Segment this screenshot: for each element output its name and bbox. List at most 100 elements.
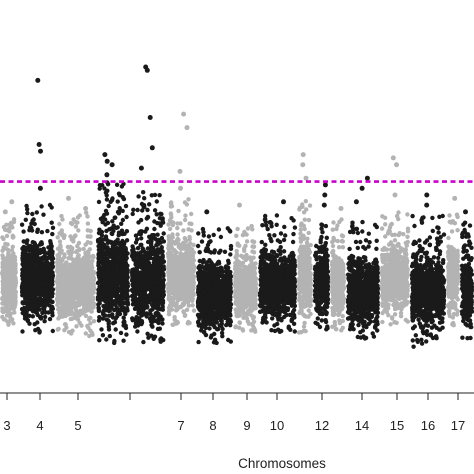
snp-point xyxy=(73,224,79,229)
snp-point xyxy=(185,255,190,260)
snp-point xyxy=(97,315,102,320)
snp-point xyxy=(89,279,95,285)
snp-point xyxy=(187,270,192,276)
snp-point xyxy=(50,328,55,334)
snp-point xyxy=(134,315,139,320)
snp-point xyxy=(124,265,129,270)
snp-point xyxy=(168,204,174,209)
snp-point xyxy=(123,277,128,283)
snp-point xyxy=(161,291,166,296)
snp-point xyxy=(153,236,158,241)
snp-point xyxy=(11,321,16,326)
snp-point xyxy=(39,230,45,235)
snp-point xyxy=(111,321,116,326)
snp-point xyxy=(7,258,12,263)
snp-point xyxy=(136,310,141,316)
snp-point xyxy=(125,297,130,302)
snp-point xyxy=(155,247,161,252)
snp-point xyxy=(141,294,147,299)
snp-point xyxy=(137,291,142,296)
snp-point xyxy=(157,257,163,262)
snp-point xyxy=(190,296,195,301)
snp-point xyxy=(49,220,54,225)
snp-point xyxy=(137,275,142,280)
snp-point xyxy=(166,237,172,242)
snp-point xyxy=(121,291,127,296)
snp-point xyxy=(116,241,121,246)
snp-point xyxy=(171,322,176,327)
snp-point xyxy=(75,220,80,225)
snp-point xyxy=(21,253,26,258)
snp-point xyxy=(39,240,44,245)
peak-snp-point xyxy=(9,199,15,205)
snp-point xyxy=(185,321,190,326)
snp-point xyxy=(150,324,155,329)
snp-point xyxy=(90,287,96,293)
snp-point xyxy=(42,314,48,320)
snp-point xyxy=(75,253,81,259)
snp-point xyxy=(77,302,82,308)
snp-point xyxy=(188,262,193,268)
snp-point xyxy=(0,301,5,306)
snp-point xyxy=(189,221,194,227)
snp-point xyxy=(182,313,188,318)
snp-point xyxy=(189,211,194,217)
snp-point xyxy=(40,302,46,307)
peak-snp-point xyxy=(83,206,89,211)
peak-snp-point xyxy=(2,209,8,215)
snp-point xyxy=(8,270,14,275)
snp-point xyxy=(109,305,114,310)
snp-point xyxy=(150,247,155,252)
snp-point xyxy=(62,252,67,257)
snp-point xyxy=(50,310,55,315)
snp-point xyxy=(74,282,79,287)
snp-point xyxy=(87,315,93,321)
snp-point xyxy=(186,227,191,232)
snp-point xyxy=(172,260,177,265)
snp-point xyxy=(99,251,105,256)
snp-point xyxy=(22,269,28,274)
snp-point xyxy=(197,250,202,255)
snp-point xyxy=(60,283,65,288)
snp-point xyxy=(45,228,50,234)
snp-point xyxy=(6,251,11,256)
snp-point xyxy=(4,261,9,266)
snp-point xyxy=(29,307,35,312)
snp-point xyxy=(123,323,128,328)
snp-point xyxy=(64,288,70,293)
snp-point xyxy=(145,214,151,220)
snp-point xyxy=(195,243,201,249)
snp-point xyxy=(20,289,25,295)
snp-point xyxy=(56,316,61,321)
snp-point xyxy=(30,295,35,300)
snp-point xyxy=(142,289,147,295)
snp-point xyxy=(179,295,184,300)
snp-point xyxy=(100,215,106,220)
snp-point xyxy=(143,229,148,234)
snp-point xyxy=(171,289,177,294)
snp-point xyxy=(12,297,17,302)
snp-point xyxy=(138,279,143,284)
snp-point xyxy=(77,313,82,318)
snp-point xyxy=(73,307,79,313)
snp-point xyxy=(211,232,216,238)
snp-point xyxy=(99,327,104,332)
snp-point xyxy=(184,248,189,254)
snp-point xyxy=(159,211,164,217)
snp-point xyxy=(60,217,65,222)
snp-point xyxy=(97,264,102,269)
snp-point xyxy=(155,232,160,237)
snp-point xyxy=(172,317,177,323)
snp-point xyxy=(10,244,15,249)
snp-point xyxy=(107,333,113,339)
snp-point xyxy=(30,314,35,319)
snp-point xyxy=(88,328,93,333)
snp-point xyxy=(130,244,135,249)
snp-point xyxy=(91,319,97,324)
snp-point xyxy=(82,309,88,314)
snp-point xyxy=(76,240,82,246)
snp-point xyxy=(25,303,30,309)
snp-point xyxy=(24,203,29,209)
snp-point xyxy=(100,333,106,338)
snp-point xyxy=(36,265,41,270)
